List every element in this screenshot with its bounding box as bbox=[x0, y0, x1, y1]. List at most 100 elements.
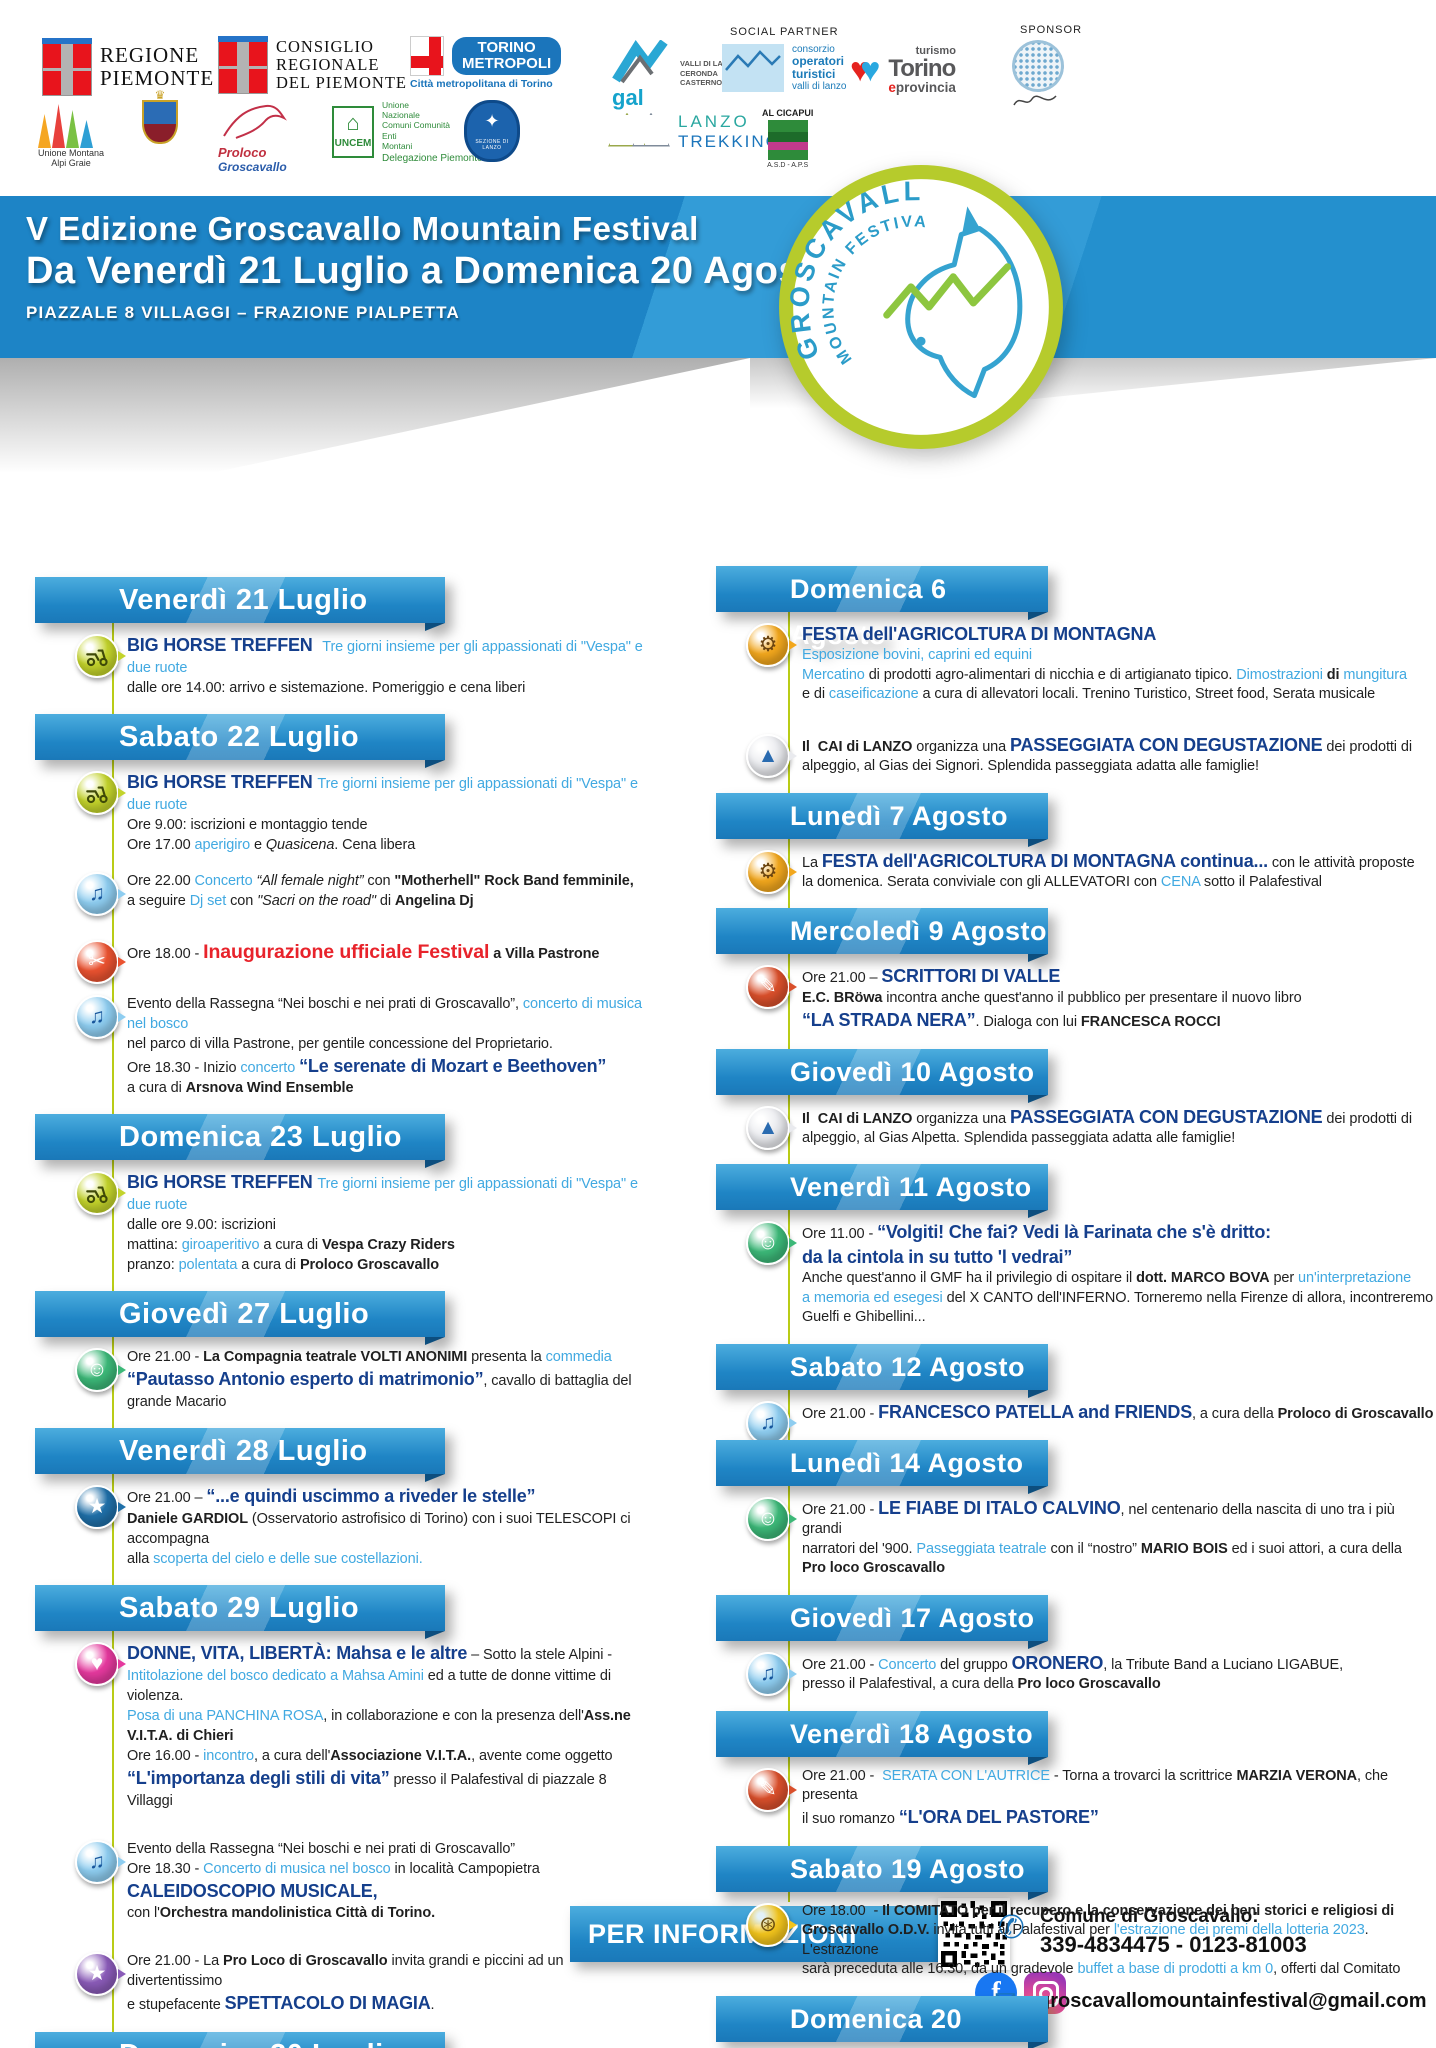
date-label: Sabato 22 Luglio bbox=[119, 720, 360, 753]
event-text: Ore 21.00 – SCRITTORI DI VALLE E.C. BRöw… bbox=[802, 966, 1302, 1031]
date-ribbon: Lunedì 7 Agosto bbox=[716, 792, 1048, 847]
event-text: Ore 21.00 - FRANCESCO PATELLA and FRIEND… bbox=[802, 1401, 1434, 1422]
book-icon: ✎ bbox=[746, 1767, 797, 1812]
scooter-icon bbox=[75, 770, 126, 815]
gal-mountains-icon bbox=[612, 39, 668, 84]
sponsor-art-glass-logo bbox=[1012, 40, 1064, 115]
date-label: Domenica 30 Luglio bbox=[119, 2039, 402, 2048]
event-text: Il CAI di LANZO organizza una PASSEGGIAT… bbox=[802, 1106, 1412, 1147]
date-label: Venerdì 11 Agosto bbox=[790, 1172, 1032, 1203]
date-ribbon: Sabato 12 Agosto bbox=[716, 1343, 1048, 1398]
date-label: Giovedì 10 Agosto bbox=[790, 1056, 1035, 1087]
date-ribbon: Lunedì 14 Agosto bbox=[716, 1440, 1048, 1495]
music-notes-icon: ♫ bbox=[746, 1400, 797, 1445]
consorzio-line2: operatori bbox=[792, 54, 845, 68]
date-label: Sabato 19 Agosto bbox=[790, 1853, 1026, 1884]
banner-location: PIAZZALE 8 VILLAGGI – FRAZIONE PIALPETTA bbox=[26, 303, 460, 322]
torino-metropoli-tagline: Città metropolitana di Torino bbox=[410, 78, 553, 90]
consiglio-regionale-label: CONSIGLIO REGIONALE DEL PIEMONTE bbox=[276, 36, 407, 93]
regione-piemonte-label: REGIONE PIEMONTE bbox=[100, 42, 215, 90]
event-item: ✂ Ore 18.00 - Inaugurazione ufficiale Fes… bbox=[35, 939, 647, 984]
event-item: ♫ Evento della Rassegna “Nei boschi e nei… bbox=[35, 994, 647, 1099]
event-item: ⊛ Ore 18.00 - Il COMITATO per il recupero… bbox=[716, 1902, 1435, 1980]
date-label: Lunedì 14 Agosto bbox=[790, 1448, 1024, 1479]
unione-montana-label: Unione Montana Alpi Graie bbox=[38, 148, 105, 169]
event-item: ☺ Ore 21.00 - LE FIABE DI ITALO CALVINO, … bbox=[716, 1496, 1435, 1579]
triangle-icon bbox=[80, 120, 93, 148]
event-text: Ore 21.00 - La Compagnia teatrale VOLTI … bbox=[127, 1349, 636, 1411]
event-item: ♫ Ore 21.00 - Concerto del gruppo ORONERO… bbox=[716, 1651, 1435, 1696]
scooter-icon bbox=[75, 634, 126, 678]
event-item: BIG HORSE TREFFEN Tre giorni insieme per… bbox=[35, 1170, 647, 1275]
inauguration-scissors-icon: ✂ bbox=[75, 939, 126, 984]
music-notes-icon: ♫ bbox=[75, 994, 126, 1039]
event-text: Evento della Rassegna “Nei boschi e nei … bbox=[127, 995, 646, 1097]
event-text: Ore 11.00 - “Volgiti! Che fai? Vedi là F… bbox=[802, 1222, 1434, 1326]
uncem-building-icon: ⌂ UNCEM bbox=[332, 105, 374, 158]
date-ribbon: Domenica 20 Agosto bbox=[716, 1995, 1048, 2048]
event-item: ☺ Ore 21.00 - La Compagnia teatrale VOLTI… bbox=[35, 1347, 647, 1412]
cai-sezione-lanzo-logo: ✦ SEZIONE DI LANZO bbox=[464, 100, 520, 162]
proloco-label: Proloco bbox=[218, 145, 267, 160]
date-ribbon: Sabato 22 Luglio bbox=[35, 713, 445, 768]
lace-doily-icon bbox=[1012, 40, 1064, 92]
date-ribbon: Venerdì 21 Luglio bbox=[35, 577, 445, 631]
date-label: Venerdì 21 Luglio bbox=[119, 584, 368, 616]
tractor-icon: ⚙ bbox=[746, 849, 797, 894]
uncem-side-text: Unione Nazionale Comuni Comunità Enti Mo… bbox=[382, 100, 451, 151]
event-text: Ore 21.00 - Concerto del gruppo ORONERO,… bbox=[802, 1652, 1344, 1693]
magic-hat-icon: ★ bbox=[75, 1952, 126, 1997]
event-item: ☺ Ore 11.00 - “Volgiti! Che fai? Vedi là … bbox=[716, 1220, 1435, 1327]
consorzio-line3: turistici bbox=[792, 67, 836, 82]
torino-shield-icon bbox=[410, 36, 444, 76]
contact-name: Comune di Groscavallo: bbox=[1040, 1906, 1259, 1927]
festival-badge: GROSCAVALLO MOUNTAIN FESTIVAL bbox=[757, 131, 1072, 458]
turismo-torino-logo: ♥♥ turismo Torino eprovincia bbox=[850, 46, 956, 95]
event-text: Ore 21.00 - SERATA CON L'AUTRICE - Torna… bbox=[802, 1767, 1388, 1828]
date-label: Sabato 29 Luglio bbox=[119, 1591, 360, 1624]
uncem-tagline: Delegazione Piemontese bbox=[382, 152, 494, 164]
triangle-icon bbox=[52, 104, 65, 148]
unione-montana-alpi-graie-logo: Unione Montana Alpi Graie bbox=[38, 102, 104, 169]
event-item: ♫ Ore 21.00 - FRANCESCO PATELLA and FRIEN… bbox=[716, 1400, 1435, 1445]
lanzo-label: LANZO bbox=[678, 112, 750, 131]
consiglio-regionale-logo: CONSIGLIO REGIONALE DEL PIEMONTE bbox=[218, 36, 407, 94]
proloco-groscavallo-logo: Proloco Groscavallo bbox=[218, 100, 290, 174]
date-label: Giovedì 27 Luglio bbox=[119, 1298, 370, 1331]
lanzo-trekking-logo: LANZO TREKKING bbox=[608, 112, 781, 152]
hiker-icon: ▲ bbox=[746, 1105, 797, 1150]
telescope-icon: ★ bbox=[75, 1485, 126, 1530]
event-text: DONNE, VITA, LIBERTÀ: Mahsa e le altre –… bbox=[127, 1642, 635, 1809]
event-text: BIG HORSE TREFFEN Tre giorni insieme per… bbox=[127, 635, 647, 696]
date-label: Venerdì 28 Luglio bbox=[119, 1435, 368, 1468]
date-label: Giovedì 17 Agosto bbox=[790, 1602, 1035, 1633]
book-icon: ✎ bbox=[746, 965, 797, 1010]
contact-email: groscavallomountainfestival@gmail.com bbox=[1038, 1990, 1427, 2012]
event-item: ★ Ore 21.00 - La Pro Loco di Groscavallo … bbox=[35, 1951, 647, 2016]
date-label: Mercoledì 9 Agosto bbox=[790, 916, 1048, 947]
date-label: Domenica 23 Luglio bbox=[119, 1121, 402, 1154]
regione-piemonte-logo: REGIONE PIEMONTE bbox=[42, 38, 214, 96]
horse-sketch-icon bbox=[223, 104, 287, 139]
event-item: ⚙ FESTA dell'AGRICOLTURA DI MONTAGNA Espo… bbox=[716, 622, 1435, 705]
event-text: BIG HORSE TREFFEN Tre giorni insieme per… bbox=[127, 1172, 642, 1274]
date-label: Domenica 6 Agosto bbox=[790, 574, 947, 650]
banner-edition-title: V Edizione Groscavallo Mountain Festival bbox=[26, 210, 699, 247]
event-text: Ore 21.00 – “...e quindi uscimmo a rived… bbox=[127, 1486, 631, 1567]
heart-icon: ♥ bbox=[75, 1641, 126, 1686]
crest-shield-icon bbox=[142, 100, 178, 144]
event-text: Ore 21.00 - LE FIABE DI ITALO CALVINO, n… bbox=[802, 1498, 1402, 1577]
event-item: BIG HORSE TREFFEN Tre giorni insieme per… bbox=[35, 770, 647, 855]
turismo-torino-label: turismo Torino eprovincia bbox=[888, 45, 956, 95]
banner-dates: Da Venerdì 21 Luglio a Domenica 20 Agost… bbox=[26, 250, 935, 292]
date-ribbon: Domenica 23 Luglio bbox=[35, 1114, 445, 1169]
piemonte-shield-icon bbox=[218, 36, 268, 94]
date-ribbon: Venerdì 11 Agosto bbox=[716, 1164, 1048, 1219]
date-label: Sabato 12 Agosto bbox=[790, 1351, 1026, 1382]
event-item: ✎ Ore 21.00 – SCRITTORI DI VALLE E.C. BRö… bbox=[716, 964, 1435, 1032]
event-item: ★ Ore 21.00 – “...e quindi uscimmo a rive… bbox=[35, 1484, 647, 1569]
schedule-column-left: Venerdì 21 Luglio BIG HORSE TREFFEN Tre g… bbox=[35, 563, 647, 2048]
event-text: FESTA dell'AGRICOLTURA DI MONTAGNA Espos… bbox=[802, 624, 1407, 703]
music-notes-icon: ♫ bbox=[75, 1839, 126, 1884]
